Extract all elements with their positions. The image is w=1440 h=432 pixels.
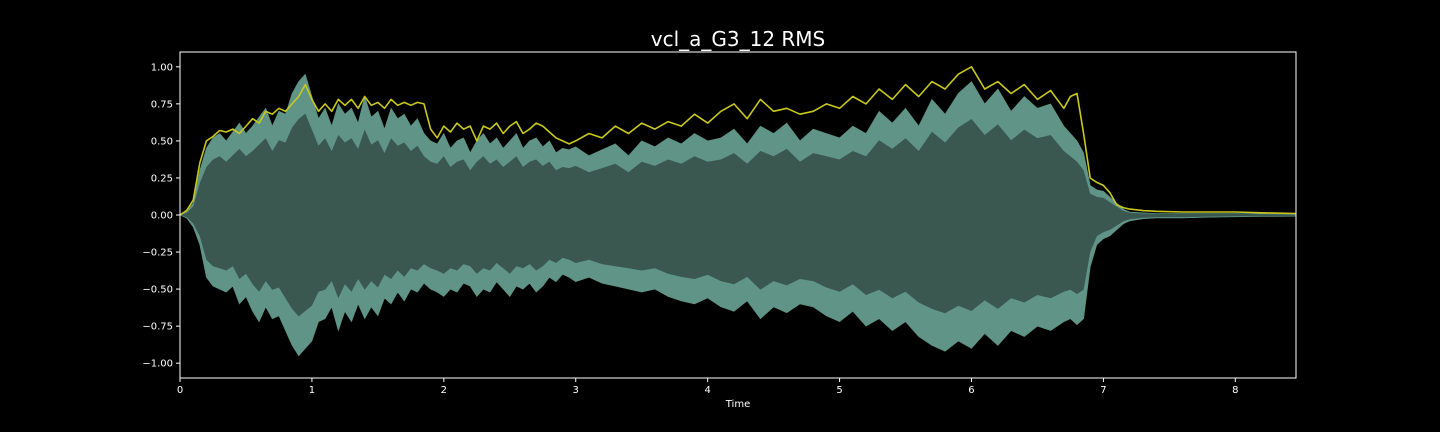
waveform-body (180, 113, 1296, 317)
x-axis-label: Time (725, 399, 750, 410)
x-tick-label: 7 (1100, 385, 1106, 396)
y-tick-label: −1.00 (142, 359, 173, 370)
x-tick-label: 8 (1232, 385, 1238, 396)
y-axis: 1.00 0.75 0.50 0.25 0.00 −0.25 −0.50 −0.75 −1.00 (142, 62, 180, 370)
x-tick-label: 0 (177, 385, 183, 396)
x-tick-label: 4 (704, 385, 710, 396)
y-tick-label: 0.25 (151, 173, 173, 184)
y-tick-label: 0.50 (151, 136, 173, 147)
x-tick-label: 5 (836, 385, 842, 396)
rms-line (179, 66, 1297, 216)
x-tick-label: 1 (309, 385, 315, 396)
y-tick-label: −0.75 (142, 322, 173, 333)
x-tick-label: 2 (441, 385, 447, 396)
x-axis: 0 1 2 3 4 5 6 7 8 (177, 378, 1239, 396)
chart-title: vcl_a_G3_12 RMS (651, 27, 826, 51)
y-tick-label: 1.00 (151, 62, 173, 73)
y-tick-label: 0.00 (151, 211, 173, 222)
x-tick-label: 6 (968, 385, 974, 396)
y-tick-label: 0.75 (151, 99, 173, 110)
x-tick-label: 3 (573, 385, 579, 396)
y-tick-label: −0.25 (142, 248, 173, 259)
y-tick-label: −0.50 (142, 285, 173, 296)
plot-area (179, 66, 1297, 357)
